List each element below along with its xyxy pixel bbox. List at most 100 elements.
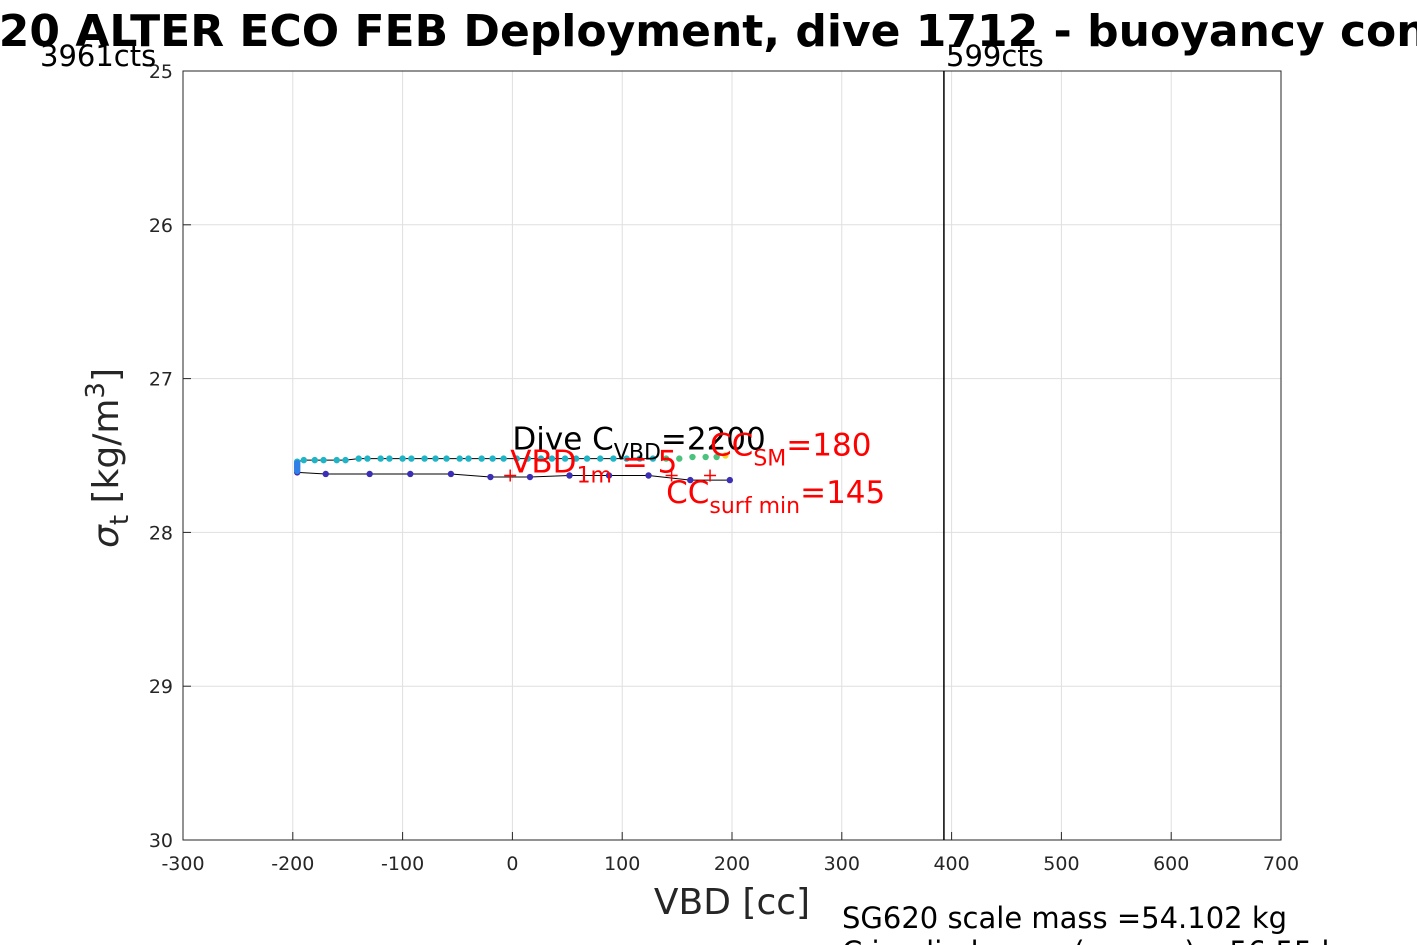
data-point [605,472,613,479]
y-axis-close: ] [86,368,127,382]
data-point [487,473,494,481]
footer-line-1: SG620 scale mass =54.102 kg [842,901,1287,935]
data-point [443,455,450,462]
data-point [722,452,729,459]
annotation-label: CCsurf min=145 [666,475,885,519]
data-point [526,473,534,481]
x-tick-label: 100 [604,853,640,875]
data-point [561,455,569,462]
data-point [399,455,406,462]
y-axis-subscript: t [105,515,135,525]
data-point [537,455,545,462]
left-counts-label: 3961cts [40,39,156,73]
y-axis-superscript: 3 [81,382,111,399]
footer-line-2: C implied mass (approx) =56.55 kg [842,935,1357,945]
data-point [713,453,720,461]
y-tick-label: 28 [149,522,173,544]
x-tick-label: 600 [1153,853,1189,875]
x-tick-label: -300 [161,853,204,875]
annotation-value: =145 [800,475,885,511]
x-tick-label: 500 [1043,853,1079,875]
red-marker [504,469,517,482]
data-point [300,456,307,464]
annotation-main: VBD [510,444,576,480]
data-point [408,455,415,462]
annotation-main: Dive C [512,421,613,457]
data-point [364,455,371,462]
data-point [572,455,580,462]
y-tick-label: 25 [149,61,173,83]
data-point [610,455,617,462]
data-point [333,456,340,464]
data-point [386,455,393,462]
data-point [548,455,556,462]
red-marker [704,469,717,482]
x-tick-label: -100 [381,853,424,875]
annotation-label: VBD1m = 5 [510,444,677,488]
annotation-subscript: SM [753,447,786,472]
grid [183,71,1281,840]
y-axis-label: σt [kg/m3] [81,368,135,548]
annotation-label: Dive CVBD=2200 [512,421,765,465]
data-point [500,455,507,462]
annotation-value: =2200 [661,421,766,457]
data-point [489,455,496,462]
annotation-subscript: 1m [577,463,612,488]
x-tick-label: 200 [714,853,750,875]
data-point [649,455,657,462]
data-point [623,455,630,462]
data-point [636,455,643,462]
data-point [597,455,604,462]
data-series [293,452,734,484]
data-point [566,472,573,479]
data-point [407,470,414,478]
red-marker [665,469,678,482]
data-point [726,476,734,484]
data-point [377,455,384,462]
data-point [465,455,472,462]
x-tick-label: 0 [506,853,518,875]
annotation-main: CC [710,428,753,464]
annotation-subscript: surf min [709,494,800,519]
data-point [322,470,329,478]
annotation-value: =180 [786,428,871,464]
data-point [355,455,362,462]
x-tick-label: 400 [933,853,969,875]
data-point [524,455,531,462]
right-counts-label: 599cts [946,39,1044,73]
x-tick-label: -200 [271,853,314,875]
annotation-value: = 5 [612,444,677,480]
data-point [687,476,694,484]
data-point [447,470,455,478]
annotation-label: CCSM=180 [710,428,871,472]
y-tick-label: 29 [149,676,173,698]
data-point [689,453,696,461]
data-point [421,455,428,462]
x-axis-label: VBD [cc] [654,882,810,923]
data-point [456,455,463,462]
data-point [293,467,301,475]
data-point [342,456,349,464]
data-point [583,455,591,462]
y-tick-label: 30 [149,830,173,852]
y-axis-symbol: σ [86,524,127,548]
data-point [662,455,670,462]
data-point [645,472,652,479]
y-axis-unit: [kg/m [86,399,127,515]
x-tick-label: 300 [824,853,860,875]
data-point [320,456,327,464]
axis-ticks: -300 -200 -100 0 100 200 300 400 500 600 700 25 26 27… [149,61,1299,875]
y-tick-label: 27 [149,369,173,391]
annotation-main: CC [666,475,709,511]
annotation-subscript: VBD [614,440,661,465]
y-tick-label: 26 [149,215,173,237]
x-tick-label: 700 [1263,853,1299,875]
data-point [432,455,439,462]
data-point [702,453,709,461]
data-point [676,455,683,462]
data-point [311,456,318,464]
data-point [366,470,373,478]
chart-title: SG620 ALTER ECO FEB Deployment, dive 171… [0,6,1417,57]
